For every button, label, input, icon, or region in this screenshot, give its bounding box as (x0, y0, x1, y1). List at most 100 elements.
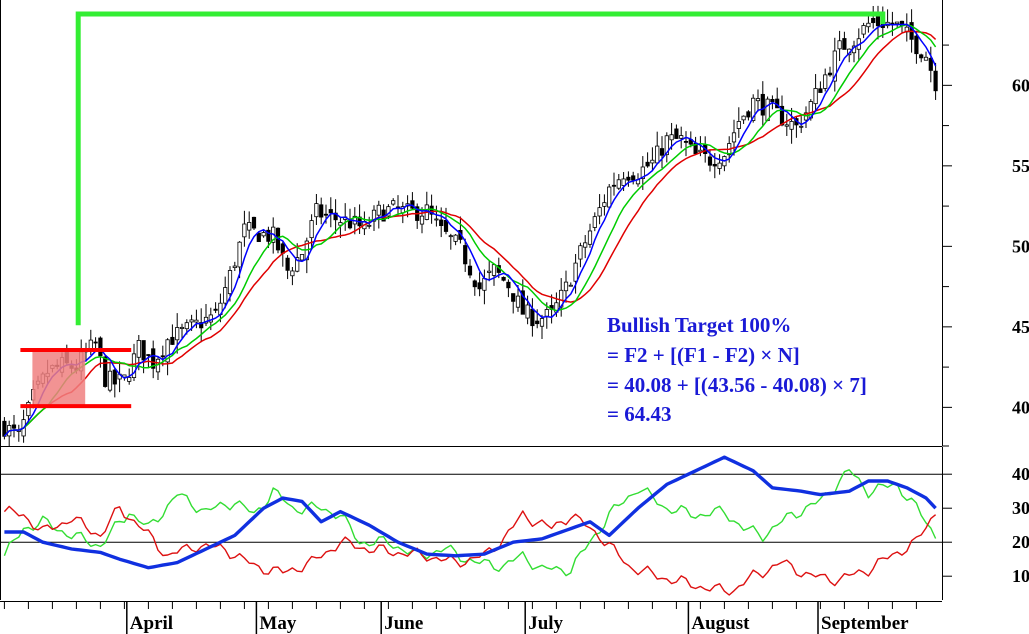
price-axis: 40 45 50 55 60 (942, 44, 1029, 447)
candle-body (103, 356, 108, 387)
candle-body (597, 207, 602, 217)
candle-body (645, 161, 650, 167)
candle-body (203, 316, 209, 324)
candle-body (731, 132, 737, 143)
indicator-tick-label: 40 (1012, 464, 1029, 484)
candle-body (895, 21, 900, 25)
candle-body (535, 320, 540, 325)
candle-body (208, 314, 213, 323)
candle-body (314, 203, 319, 218)
candle-body (664, 135, 669, 156)
candle-body (213, 308, 218, 311)
candle-body (511, 293, 516, 302)
candle-body (295, 257, 300, 272)
candle-body (563, 281, 569, 292)
candle-body (679, 135, 684, 139)
candle-body (391, 200, 396, 205)
candle-body (112, 369, 117, 385)
candle-body (799, 125, 804, 128)
candle-body (443, 219, 449, 232)
month-label: June (384, 613, 423, 634)
target-line (75, 11, 886, 326)
candle-body (568, 284, 573, 287)
moving-averages (3, 23, 937, 437)
candle-body (487, 270, 492, 273)
candle-body (602, 202, 607, 207)
candle-body (194, 319, 199, 323)
candle-body (256, 232, 261, 242)
candle-body (26, 402, 31, 417)
target-formula: Bullish Target 100% = F2 + [(F1 - F2) × … (607, 313, 867, 426)
candle-body (448, 235, 453, 238)
candle-body (170, 336, 175, 345)
price-tick-label: 40 (1012, 397, 1029, 417)
formula-line-2: = F2 + [(F1 - F2) × N] (607, 343, 800, 367)
candle-body (837, 40, 842, 50)
price-tick-label: 60 (1012, 75, 1029, 95)
candle-body (530, 308, 535, 327)
candle-body (223, 287, 228, 304)
candle-body (866, 22, 871, 28)
formula-line-4: = 64.43 (607, 402, 671, 426)
price-tick-label: 55 (1012, 156, 1029, 176)
month-label: August (691, 613, 750, 634)
candle-body (928, 57, 933, 71)
time-axis: April May June July August September (0, 601, 942, 634)
candle-body (319, 204, 324, 218)
candle-body (592, 216, 597, 228)
month-label: September (821, 613, 909, 634)
candle-body (127, 377, 132, 382)
candle-body (875, 16, 881, 27)
candle-body (98, 337, 103, 357)
candle-body (539, 318, 545, 327)
candle-body (544, 309, 549, 317)
candle-body (434, 218, 439, 221)
candle-body (784, 124, 789, 127)
candle-body (914, 35, 919, 55)
candle-body (698, 149, 703, 153)
candle-body (146, 354, 151, 356)
indicator-tick-label: 20 (1012, 532, 1029, 552)
candle-body (136, 340, 141, 358)
candle-body (506, 281, 511, 289)
month-label: July (528, 613, 563, 634)
candle-body (237, 241, 242, 268)
candle-body (861, 25, 866, 35)
indicator-tick-label: 10 (1012, 566, 1029, 586)
indicator-axis: 10 20 30 40 (0, 447, 1029, 600)
month-label: May (259, 613, 296, 634)
candle-body (261, 232, 266, 237)
candle-body (199, 322, 204, 329)
candle-body (376, 204, 381, 216)
candle-body (621, 178, 626, 186)
candle-body (227, 270, 233, 295)
candle-body (923, 56, 929, 61)
candle-body (439, 219, 444, 227)
pattern-overlays (20, 11, 886, 409)
candle-body (309, 220, 314, 239)
candle-body (583, 242, 588, 248)
candle-body (175, 327, 180, 341)
candle-body (338, 222, 343, 226)
candle-body (712, 163, 717, 167)
candle-body (650, 159, 655, 164)
candle-body (453, 234, 458, 242)
moving-average-line (3, 23, 937, 437)
candle-body (419, 215, 425, 225)
candle-body (631, 175, 636, 181)
price-tick-label: 45 (1012, 317, 1029, 337)
indicator-series (3, 455, 937, 596)
candle-body (371, 209, 377, 222)
candle-body (266, 229, 271, 242)
candle-body (779, 105, 785, 126)
candle-body (520, 290, 525, 315)
candle-body (93, 341, 98, 344)
candle-body (789, 121, 794, 130)
candle-body (410, 200, 415, 209)
candle-body (669, 134, 674, 141)
candle-body (160, 355, 165, 358)
candle-body (328, 209, 333, 214)
candle-body (573, 262, 578, 282)
candle-body (587, 230, 593, 245)
